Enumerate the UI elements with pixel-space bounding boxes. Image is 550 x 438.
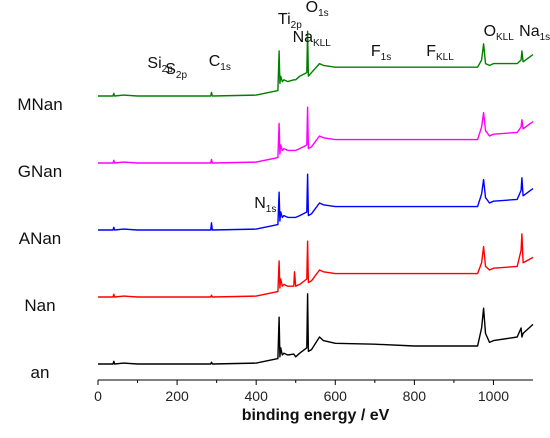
series-line-mnan <box>98 30 534 97</box>
peak-label-element: C <box>209 53 221 70</box>
series-labels: an Nan ANan GNan MNan <box>17 95 62 382</box>
x-tick-label: 200 <box>165 388 189 404</box>
series-label-nan: Nan <box>24 296 55 315</box>
peak-label-orbital: KLL <box>313 38 331 49</box>
peak-label: Si2p <box>147 55 173 75</box>
series-line-an <box>98 293 534 365</box>
series-label-anan: ANan <box>19 229 62 248</box>
peak-label: FKLL <box>426 43 454 63</box>
series-line-gnan <box>98 106 534 164</box>
peak-label: C1s <box>209 53 231 73</box>
peak-label-orbital: KLL <box>496 32 514 43</box>
x-tick-label: 0 <box>94 388 102 404</box>
x-axis: 0 200 400 600 800 1000 <box>94 379 533 404</box>
peak-label: O1s <box>306 0 329 19</box>
x-tick-label: 400 <box>245 388 269 404</box>
series-label-gnan: GNan <box>18 162 62 181</box>
peak-label-element: F <box>426 43 436 60</box>
peak-label-element: N <box>254 195 266 212</box>
x-tick-label: 600 <box>324 388 348 404</box>
series-label-mnan: MNan <box>17 95 62 114</box>
peak-label: N1s <box>254 195 276 215</box>
peak-label-orbital: 2p <box>291 20 303 31</box>
plot-lines <box>98 30 534 365</box>
peak-label-orbital: 2p <box>176 70 188 81</box>
peak-label-element: Si <box>147 55 161 72</box>
peak-label-orbital: 1s <box>318 8 329 19</box>
peak-label-orbital: 1s <box>220 62 231 73</box>
series-line-nan <box>98 233 534 298</box>
peak-label-element: Ti <box>278 11 291 28</box>
x-tick-label: 1000 <box>478 388 509 404</box>
x-axis-title: binding energy / eV <box>242 407 390 424</box>
peak-label-orbital: 1s <box>540 32 550 43</box>
peak-label: S2p <box>165 61 187 81</box>
peak-label: Ti2p <box>278 11 302 31</box>
peak-label-element: O <box>484 23 496 40</box>
peak-label: NaKLL <box>293 29 332 49</box>
series-line-anan <box>98 173 534 231</box>
peak-label-element: Na <box>519 23 540 40</box>
peak-label-orbital: 2p <box>162 64 174 75</box>
peak-label-orbital: 1s <box>266 204 277 215</box>
peak-label-orbital: KLL <box>436 52 454 63</box>
peak-label-element: O <box>306 0 318 16</box>
peak-label-element: F <box>371 43 381 60</box>
peak-label: Na1s <box>519 23 550 43</box>
series-label-an: an <box>31 363 50 382</box>
peak-label-element: S <box>165 61 176 78</box>
x-tick-label: 800 <box>403 388 427 404</box>
peak-label: F1s <box>371 43 391 63</box>
peak-label-orbital: 1s <box>381 52 392 63</box>
peak-label: OKLL <box>484 23 515 43</box>
peak-label-element: Na <box>293 29 314 46</box>
